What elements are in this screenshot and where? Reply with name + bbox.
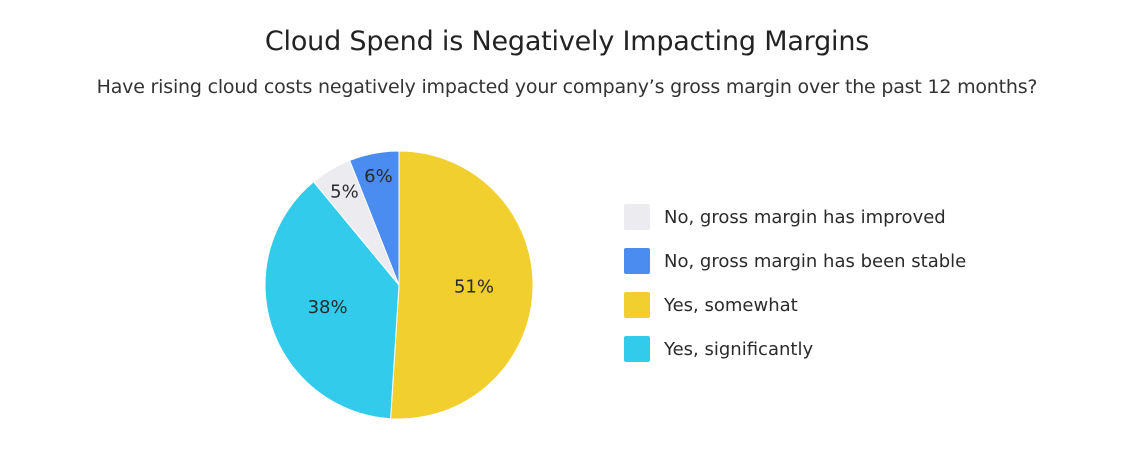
- pie-data-label: 5%: [330, 182, 359, 203]
- legend-swatch: [624, 292, 650, 318]
- pie-data-label: 6%: [364, 166, 393, 187]
- legend-label: Yes, significantly: [664, 338, 814, 360]
- legend-swatch: [624, 204, 650, 230]
- legend: No, gross margin has improved No, gross …: [624, 203, 966, 379]
- chart-title: Cloud Spend is Negatively Impacting Marg…: [264, 26, 870, 57]
- legend-swatch: [624, 248, 650, 274]
- chart-subtitle: Have rising cloud costs negatively impac…: [96, 76, 1038, 98]
- pie-data-label: 38%: [308, 297, 348, 318]
- legend-label: No, gross margin has improved: [664, 206, 946, 228]
- pie-data-label: 51%: [454, 276, 494, 297]
- pie-slice-yes-somewhat: [390, 150, 534, 420]
- pie-slice-no-gross-margin-has-been-stable: [349, 150, 400, 286]
- legend-item-somewhat: Yes, somewhat: [624, 291, 966, 319]
- legend-item-stable: No, gross margin has been stable: [624, 247, 966, 275]
- legend-label: Yes, somewhat: [664, 294, 798, 316]
- legend-label: No, gross margin has been stable: [664, 250, 967, 272]
- pie-slice-yes-significantly: [264, 181, 400, 420]
- legend-item-improved: No, gross margin has improved: [624, 203, 966, 231]
- legend-item-significantly: Yes, significantly: [624, 335, 966, 363]
- legend-swatch: [624, 336, 650, 362]
